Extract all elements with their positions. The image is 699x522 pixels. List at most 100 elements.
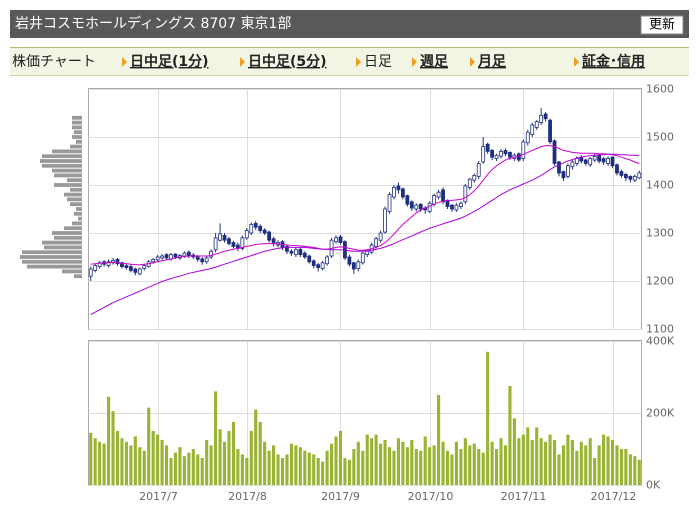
candle-body	[227, 238, 231, 244]
volume-profile-bar	[27, 264, 82, 269]
volume-bar	[405, 447, 409, 485]
candle-body	[195, 256, 200, 260]
y-tick-label: 1300	[646, 227, 674, 240]
candle-body	[583, 159, 588, 164]
candle-body	[396, 185, 401, 191]
volume-profile-bar	[44, 245, 82, 250]
volume-bar	[107, 396, 111, 485]
tab-link[interactable]: 日中足(1分)	[130, 53, 209, 70]
volume-bar	[294, 445, 298, 485]
volume-bar	[570, 440, 574, 485]
volume-bar	[263, 441, 267, 485]
tab-link[interactable]: 証金･信用	[582, 53, 645, 70]
volume-bar	[503, 445, 508, 485]
tab-label: 株価チャート	[12, 54, 96, 70]
candle-body	[182, 252, 187, 257]
volume-bar	[156, 434, 160, 485]
tab-arrow	[240, 57, 245, 67]
candle-body	[405, 195, 410, 205]
volume-bar	[240, 454, 244, 485]
candle-body	[293, 249, 298, 256]
header-bar	[10, 10, 689, 38]
volume-bar	[379, 443, 383, 485]
volume-bar	[249, 431, 253, 485]
volume-profile-bar	[40, 159, 82, 163]
candle-body	[164, 254, 169, 259]
moving-average	[90, 145, 640, 266]
candle-body	[414, 204, 419, 210]
refresh-label[interactable]: 更新	[649, 17, 675, 33]
volume-bar	[615, 445, 619, 485]
volume-bar	[160, 440, 164, 485]
volume-bar	[557, 454, 561, 485]
volume-profile-bar	[64, 226, 82, 231]
tab-link[interactable]: 月足	[477, 54, 507, 70]
volume-bar	[191, 449, 195, 485]
candle-body	[418, 203, 423, 210]
volume-bar	[169, 458, 173, 485]
volume-bar	[200, 458, 204, 485]
volume-bar	[526, 427, 530, 485]
tab-arrow	[470, 57, 475, 67]
candle-body	[298, 248, 303, 256]
candle-body	[610, 156, 615, 167]
volume-bar	[548, 434, 552, 485]
volume-bar	[329, 443, 334, 485]
candle-body	[320, 262, 325, 269]
candle-body	[142, 265, 147, 269]
volume-profile-bar	[52, 231, 82, 235]
candle-body	[222, 234, 227, 241]
volume-bar	[365, 434, 369, 485]
volume-profile-bar	[78, 216, 82, 221]
candle-body	[311, 260, 316, 267]
candle-body	[570, 161, 575, 168]
candle-body	[454, 204, 459, 211]
candle-body	[552, 140, 557, 164]
candle-body	[467, 178, 472, 188]
volume-profile-bar	[42, 154, 82, 159]
volume-bar	[579, 441, 583, 485]
candle-body	[160, 255, 164, 259]
volume-bar	[115, 431, 120, 485]
volume-profile-bar	[54, 235, 82, 240]
volume-bar	[602, 434, 606, 485]
candle-body	[249, 223, 254, 234]
volume-bar	[178, 447, 182, 485]
candle-body	[490, 150, 495, 158]
y-tick-label: 1600	[646, 83, 674, 96]
volume-bar	[214, 391, 218, 485]
candle-body	[204, 257, 209, 263]
volume-bar	[98, 441, 102, 485]
volume-bar	[147, 407, 151, 485]
candle-body	[213, 237, 218, 251]
volume-bar	[633, 456, 637, 485]
candle-body	[88, 268, 93, 277]
volume-bar	[370, 438, 374, 485]
candle-body	[302, 252, 307, 258]
volume-bar	[437, 395, 441, 485]
volume-bar	[383, 440, 387, 485]
volume-bar	[89, 432, 93, 485]
y-tick-label: 200K	[646, 407, 675, 420]
candle-body	[458, 202, 463, 208]
candle-body	[592, 155, 597, 161]
candle-body	[106, 261, 111, 267]
x-tick-label: 2017/7	[139, 490, 178, 503]
volume-bar	[588, 438, 592, 485]
tab-link[interactable]: 週足	[420, 54, 449, 70]
volume-profile-bar	[54, 183, 82, 187]
candle-body	[356, 261, 361, 269]
volume-bar	[637, 459, 641, 485]
candle-body	[240, 237, 245, 249]
candle-body	[503, 150, 508, 155]
refresh-button[interactable]	[640, 15, 684, 35]
volume-bar	[303, 450, 307, 485]
volume-profile-bar	[72, 221, 82, 226]
candle-body	[557, 161, 561, 174]
candle-body	[401, 188, 405, 198]
volume-profile-bar	[62, 269, 82, 274]
volume-profile-bar	[42, 163, 82, 168]
volume-bar	[392, 450, 396, 485]
volume-bar	[102, 443, 106, 485]
tab-link[interactable]: 日中足(5分)	[248, 53, 327, 70]
